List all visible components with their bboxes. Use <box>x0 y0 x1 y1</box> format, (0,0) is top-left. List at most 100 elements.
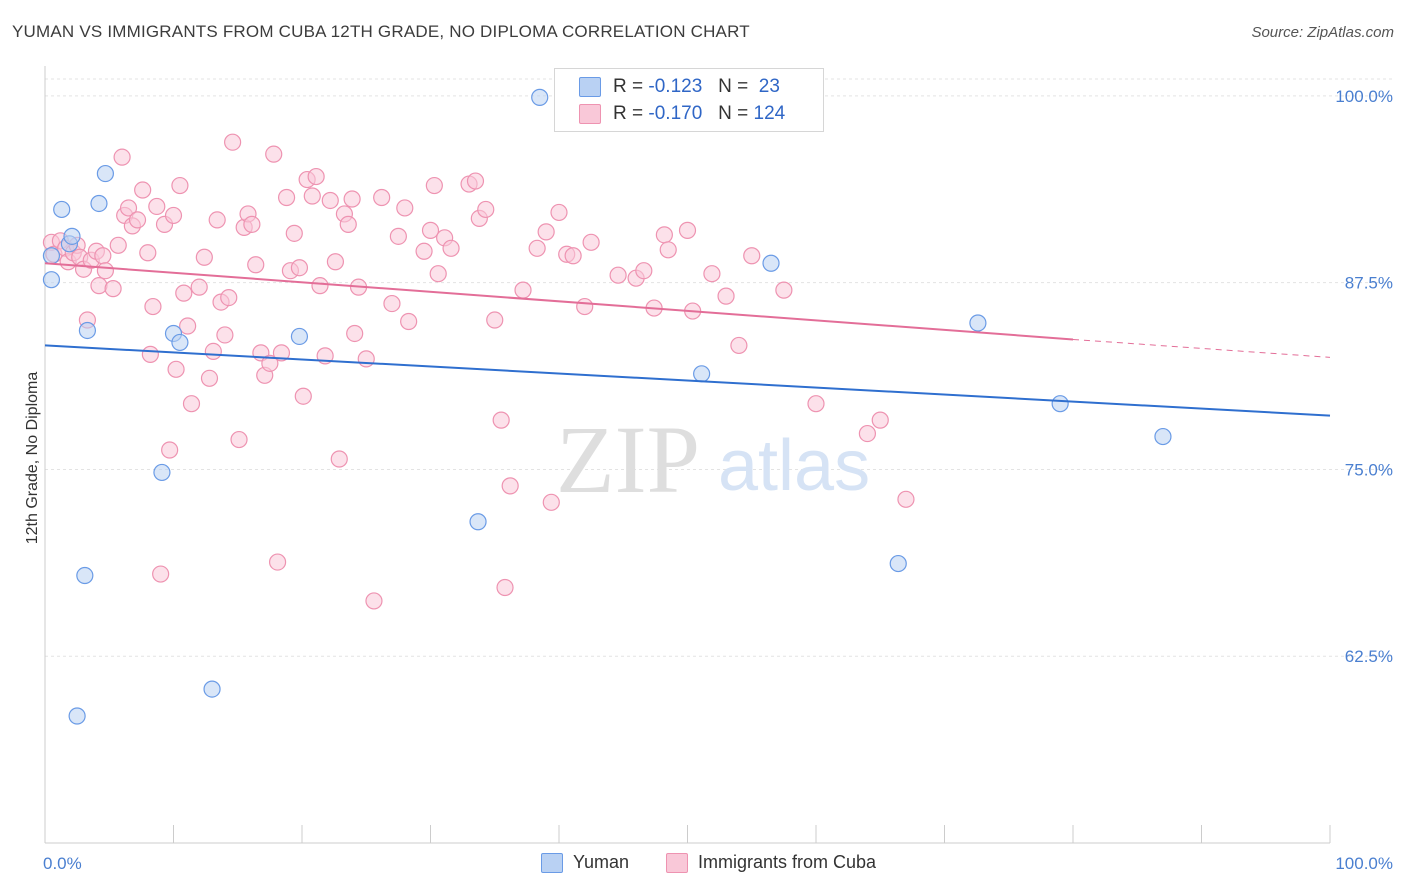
data-point <box>307 167 325 186</box>
data-point <box>109 236 127 254</box>
data-point <box>609 266 627 284</box>
data-point <box>383 294 401 313</box>
r-value-cuba: -0.170 <box>648 103 703 124</box>
legend-swatch-yuman <box>579 77 601 97</box>
data-point <box>294 387 312 405</box>
series-yuman <box>42 88 1172 725</box>
axes <box>44 66 1331 844</box>
data-point <box>153 463 171 482</box>
data-point <box>576 297 594 316</box>
data-point <box>415 242 433 260</box>
data-point <box>339 215 357 233</box>
stats-legend: R = -0.123 N = 23 R = -0.170 N = 124 <box>554 68 824 132</box>
n-value-yuman: 23 <box>758 76 780 97</box>
data-point <box>208 211 226 229</box>
legend-stats-yuman: R = -0.123 N = 23 <box>613 76 780 98</box>
data-point <box>343 190 361 208</box>
data-point <box>550 203 568 222</box>
data-point <box>63 227 81 245</box>
bottom-legend-swatch-yuman <box>541 853 563 873</box>
trend-lines <box>44 262 1331 417</box>
data-point <box>277 188 296 207</box>
source-credit: Source: ZipAtlas.com <box>1251 24 1394 41</box>
data-point <box>1051 395 1069 413</box>
y-axis-label: 12th Grade, No Diploma <box>24 372 41 545</box>
bottom-legend-label-cuba: Immigrants from Cuba <box>698 852 877 872</box>
data-point <box>104 280 122 298</box>
data-point <box>78 321 97 340</box>
data-point <box>141 345 159 363</box>
data-point <box>164 206 183 225</box>
watermark: ZIP atlas <box>556 406 870 513</box>
data-point <box>148 197 166 216</box>
data-point <box>743 247 761 265</box>
data-point <box>68 707 86 725</box>
data-point <box>429 265 447 283</box>
data-point <box>469 513 487 531</box>
data-point <box>531 88 549 106</box>
watermark-zip: ZIP <box>556 406 700 513</box>
data-point <box>171 176 189 195</box>
data-point <box>290 259 309 277</box>
data-point <box>871 411 889 429</box>
data-point <box>762 254 780 272</box>
legend-swatch-cuba <box>579 104 601 124</box>
data-point <box>265 145 283 163</box>
data-point <box>203 680 221 698</box>
data-point <box>243 215 261 233</box>
data-point <box>477 200 495 219</box>
data-point <box>190 278 208 296</box>
data-point <box>492 411 510 429</box>
data-point <box>134 181 152 199</box>
data-point <box>400 312 418 331</box>
data-point <box>167 360 185 378</box>
data-point <box>113 148 131 166</box>
n-label: N = <box>718 76 749 97</box>
data-point <box>582 233 600 251</box>
data-point <box>144 297 162 316</box>
data-point <box>678 221 697 239</box>
data-point <box>290 327 309 346</box>
data-point <box>421 221 440 239</box>
data-point <box>272 344 291 362</box>
data-point <box>693 365 711 383</box>
data-point <box>501 477 519 495</box>
data-point <box>311 277 329 295</box>
data-point <box>53 200 71 219</box>
data-point <box>357 350 375 368</box>
y-tick-labels: 62.5% 75.0% 87.5% 100.0% <box>1335 87 1393 666</box>
data-point <box>96 164 114 183</box>
data-point <box>514 281 532 299</box>
data-point <box>139 244 157 262</box>
data-point <box>96 262 114 280</box>
data-point <box>346 324 364 343</box>
data-point <box>42 247 61 265</box>
data-point <box>717 287 735 305</box>
data-point <box>703 265 721 283</box>
data-point <box>326 253 345 271</box>
data-point <box>542 493 560 511</box>
data-point <box>42 271 61 289</box>
r-value-yuman: -0.123 <box>648 76 703 97</box>
trend-line-extrapolated <box>1072 338 1331 358</box>
data-point <box>161 441 179 459</box>
data-point <box>171 333 189 352</box>
data-point <box>730 336 748 355</box>
data-point <box>220 289 238 307</box>
legend-stats-cuba: R = -0.170 N = 124 <box>613 103 785 125</box>
data-point <box>373 188 391 207</box>
data-point <box>425 176 443 195</box>
data-point <box>247 256 265 274</box>
data-point <box>204 342 222 360</box>
r-label: R = <box>613 103 644 124</box>
data-point <box>807 395 825 413</box>
series-immigrants-from-cuba <box>42 91 915 610</box>
data-point <box>268 553 287 571</box>
data-point <box>200 369 219 387</box>
x-tick-label-max: 100.0% <box>1335 854 1393 873</box>
data-point <box>261 354 279 372</box>
data-point <box>90 194 108 213</box>
data-point <box>466 172 485 190</box>
bottom-legend-swatch-cuba <box>666 853 688 873</box>
